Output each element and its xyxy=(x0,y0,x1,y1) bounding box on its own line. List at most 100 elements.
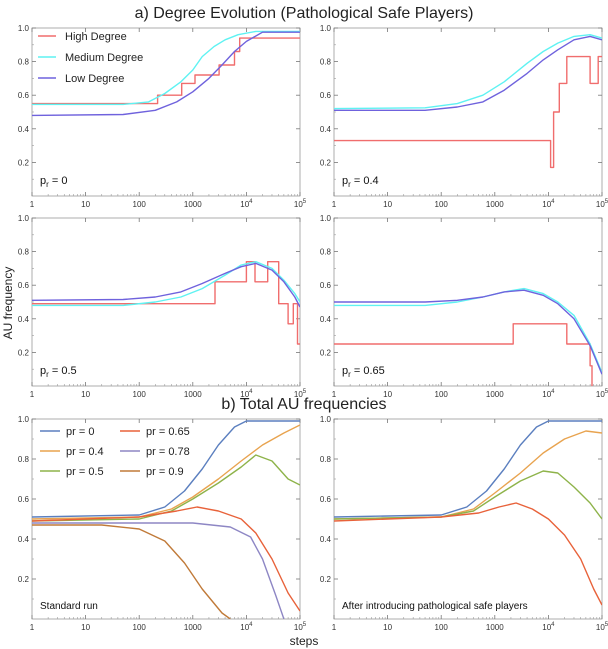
series-group xyxy=(32,261,300,345)
x-tick-label: 1000 xyxy=(486,200,504,209)
x-tick-label: 1 xyxy=(332,390,337,399)
y-tick-label: 0.2 xyxy=(18,575,30,584)
y-tick-label: 0.4 xyxy=(18,315,30,324)
y-tick-label: 0.8 xyxy=(320,248,332,257)
x-tick-label: 105 xyxy=(596,622,608,632)
y-tick-label: 0.6 xyxy=(18,495,30,504)
panel-b2: 0.2 0.4 0.6 0.8 1.0 1 10 100 1000 104 105 After int… xyxy=(320,415,608,632)
x-tick-label: 1000 xyxy=(184,390,202,399)
x-tick-label: 100 xyxy=(133,390,147,399)
y-tick-label: 1.0 xyxy=(320,24,332,33)
legend: High Degree Medium Degree Low Degree xyxy=(38,31,143,85)
x-tick-label: 10 xyxy=(383,623,392,632)
x-tick-label: 10 xyxy=(383,200,392,209)
legend-label: pr = 0.5 xyxy=(66,466,104,478)
x-tick-label: 104 xyxy=(240,199,253,209)
series-line-2 xyxy=(334,34,602,110)
panel-annotation: After introducing pathological safe play… xyxy=(342,601,528,612)
series-line-1 xyxy=(32,37,300,105)
y-tick-label: 0.8 xyxy=(18,248,30,257)
series-line-4 xyxy=(32,506,300,612)
series-group xyxy=(32,420,300,619)
y-tick-label: 0.6 xyxy=(320,281,332,290)
x-tick-label: 1 xyxy=(30,623,35,632)
series-line-1 xyxy=(32,420,300,518)
x-tick-label: 105 xyxy=(294,199,307,209)
series-line-2 xyxy=(32,30,300,106)
x-tick-label: 10 xyxy=(81,623,90,632)
y-tick-label: 0.4 xyxy=(320,535,332,544)
x-tick-label: 10 xyxy=(383,390,392,399)
shared-ylabel: AU frequency xyxy=(1,267,15,340)
legend-label: High Degree xyxy=(65,31,127,43)
series-group xyxy=(32,30,300,117)
x-tick-label: 100 xyxy=(133,623,147,632)
y-tick-label: 0.6 xyxy=(18,281,30,290)
legend: pr = 0 pr = 0.4 pr = 0.5 pr = 0.65 pr = 0.78… xyxy=(40,426,190,478)
series-line-1 xyxy=(334,420,602,518)
panels: 0.2 0.4 0.6 0.8 1.0 1 10 100 1000 104 105 pr = 0 Hig… xyxy=(18,24,608,632)
series-line-1 xyxy=(32,261,300,345)
x-tick-label: 100 xyxy=(435,200,449,209)
panel-annotation: pr = 0.5 xyxy=(40,365,77,379)
panel-a3: 0.2 0.4 0.6 0.8 1.0 1 10 100 1000 104 105 pr = 0.5 xyxy=(18,214,307,399)
x-tick-label: 1 xyxy=(30,390,35,399)
x-tick-label: 104 xyxy=(240,389,253,399)
series-line-5 xyxy=(32,522,285,619)
y-tick-label: 0.2 xyxy=(18,158,30,167)
series-line-3 xyxy=(32,454,300,522)
series-line-3 xyxy=(334,470,602,520)
y-tick-label: 0.4 xyxy=(320,315,332,324)
panel-annotation: Standard run xyxy=(40,601,98,612)
panel-annotation: pr = 0 xyxy=(40,175,67,189)
x-tick-label: 104 xyxy=(542,199,555,209)
series-line-4 xyxy=(334,502,602,606)
y-tick-label: 1.0 xyxy=(320,415,332,424)
legend-label: pr = 0.78 xyxy=(146,446,190,458)
series-line-3 xyxy=(334,289,602,375)
y-tick-label: 0.8 xyxy=(320,58,332,67)
y-tick-label: 0.6 xyxy=(320,495,332,504)
y-tick-label: 0.8 xyxy=(18,455,30,464)
series-line-3 xyxy=(334,35,602,111)
x-tick-label: 1 xyxy=(30,200,35,209)
y-tick-label: 0.4 xyxy=(320,125,332,134)
y-tick-label: 0.4 xyxy=(18,125,30,134)
y-tick-label: 1.0 xyxy=(18,415,30,424)
x-tick-label: 1 xyxy=(332,200,337,209)
x-tick-label: 10 xyxy=(81,390,90,399)
x-tick-label: 105 xyxy=(596,389,608,399)
section-a-title: a) Degree Evolution (Pathological Safe P… xyxy=(135,5,474,22)
legend-label: Medium Degree xyxy=(65,52,143,64)
series-line-2 xyxy=(32,261,300,307)
x-tick-label: 104 xyxy=(542,389,555,399)
panel-annotation: pr = 0.4 xyxy=(342,175,379,189)
x-tick-label: 100 xyxy=(133,200,147,209)
x-tick-label: 104 xyxy=(240,622,253,632)
x-tick-label: 1000 xyxy=(184,623,202,632)
legend-label: Low Degree xyxy=(65,73,124,85)
series-line-1 xyxy=(334,55,602,169)
x-tick-label: 1000 xyxy=(184,200,202,209)
x-tick-label: 10 xyxy=(81,200,90,209)
y-tick-label: 0.6 xyxy=(18,91,30,100)
shared-xlabel: steps xyxy=(290,634,319,648)
series-line-2 xyxy=(334,287,602,373)
plot-frame xyxy=(333,27,603,197)
legend-label: pr = 0 xyxy=(66,426,94,438)
series-group xyxy=(334,34,602,169)
series-line-3 xyxy=(32,31,300,117)
y-tick-label: 0.2 xyxy=(18,348,30,357)
panel-b1: 0.2 0.4 0.6 0.8 1.0 1 10 100 1000 104 105 Standard … xyxy=(18,415,307,632)
y-tick-label: 0.2 xyxy=(320,348,332,357)
x-tick-label: 104 xyxy=(542,622,555,632)
plot-frame xyxy=(31,217,301,387)
series-line-1 xyxy=(334,323,593,386)
series-group xyxy=(334,287,602,386)
y-tick-label: 0.2 xyxy=(320,575,332,584)
y-tick-label: 1.0 xyxy=(18,24,30,33)
panel-a2: 0.2 0.4 0.6 0.8 1.0 1 10 100 1000 104 105 pr = 0.4 xyxy=(320,24,608,209)
legend-label: pr = 0.65 xyxy=(146,426,190,438)
x-tick-label: 100 xyxy=(435,390,449,399)
